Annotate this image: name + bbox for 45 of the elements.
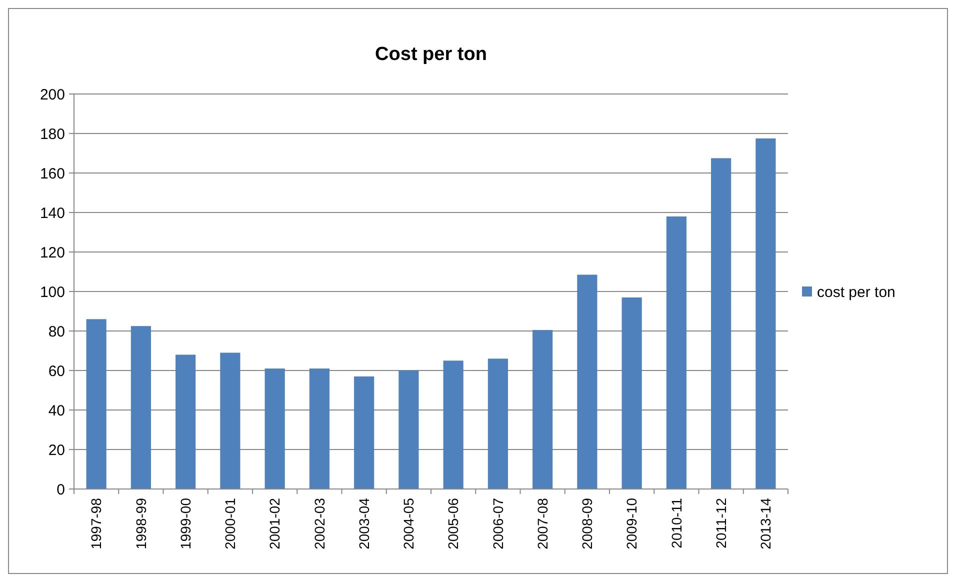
bar: [756, 138, 776, 489]
x-tick-label: 2010-11: [668, 498, 684, 548]
x-tick-label: 2004-05: [400, 498, 417, 550]
legend-label: cost per ton: [817, 284, 896, 301]
x-tick-label: 2002-03: [311, 498, 328, 550]
x-tick-label: 2006-07: [490, 498, 506, 550]
bar: [130, 326, 151, 489]
bar: [488, 358, 508, 489]
y-tick-label: 80: [48, 323, 65, 340]
x-tick-label: 2013-14: [758, 498, 774, 550]
bar: [666, 216, 686, 489]
x-tick-label: 2005-06: [445, 498, 462, 550]
chart-title: Cost per ton: [375, 44, 487, 65]
bar: [622, 297, 642, 489]
y-tick-label: 20: [48, 442, 65, 459]
y-tick-label: 40: [48, 402, 65, 420]
x-tick-label: 2008-09: [579, 498, 596, 550]
x-tick-label: 1999-00: [177, 498, 194, 550]
y-tick-label: 200: [40, 86, 65, 104]
x-tick-label: 2001-02: [266, 498, 283, 550]
y-tick-label: 120: [40, 244, 65, 262]
bar: [176, 354, 196, 489]
bar: [86, 319, 106, 489]
x-tick-label: 2009-10: [624, 498, 640, 550]
x-tick-label: 1998-99: [132, 498, 149, 550]
x-tick-label: 1997-98: [88, 498, 104, 550]
y-tick-label: 100: [40, 284, 65, 301]
y-tick-label: 0: [56, 481, 65, 498]
bar: [443, 360, 464, 489]
bar: [220, 352, 240, 489]
bar: [354, 376, 374, 489]
bar: [264, 368, 285, 489]
x-tick-label: 2007-08: [534, 498, 550, 550]
bar: [309, 368, 330, 489]
bar: [532, 330, 553, 489]
bar: [398, 370, 419, 489]
x-tick-label: 2003-04: [356, 498, 372, 550]
y-tick-label: 60: [48, 362, 65, 380]
x-tick-label: 2011-12: [712, 498, 729, 548]
bar: [577, 274, 598, 489]
x-tick-label: 2000-01: [222, 498, 238, 550]
y-tick-label: 160: [40, 165, 65, 182]
y-tick-label: 140: [40, 204, 65, 222]
y-tick-label: 180: [40, 126, 65, 143]
bar: [711, 158, 732, 489]
